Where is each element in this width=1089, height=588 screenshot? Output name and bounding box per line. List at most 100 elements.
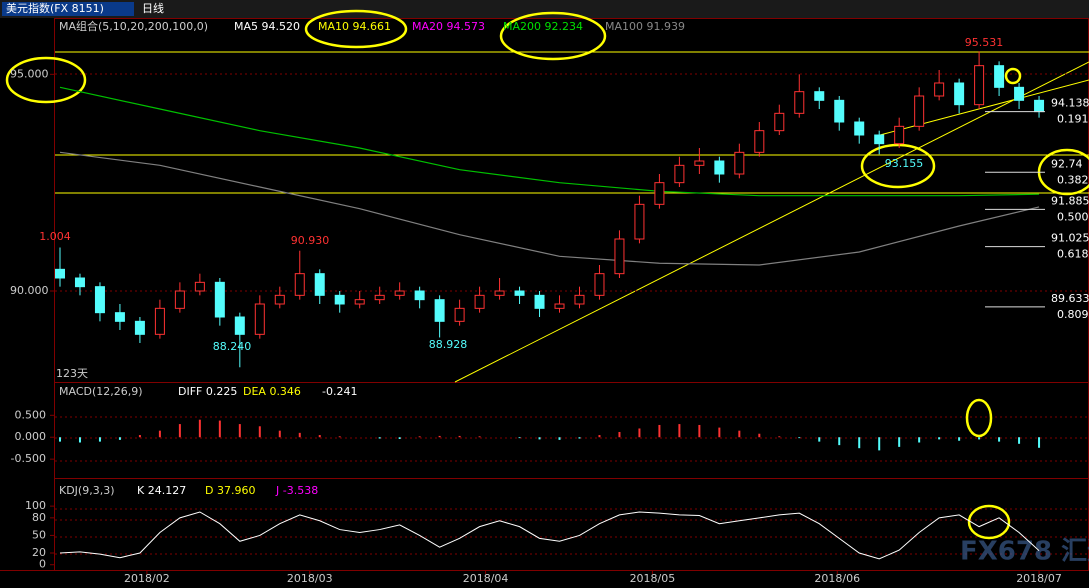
y-tick-label: -0.500 (11, 452, 46, 465)
legend-ma5: MA5 94.520 (234, 20, 300, 33)
candle-body (654, 182, 665, 205)
x-tick-label: 2018/07 (1016, 572, 1062, 585)
candle-body (854, 121, 865, 136)
candle-body (74, 277, 85, 288)
fib-value: 91.025 (1051, 232, 1089, 245)
candle-body (834, 99, 845, 123)
candle-body (634, 203, 645, 240)
legend-macd-value: -0.241 (322, 385, 357, 398)
y-tick-label: 100 (25, 499, 46, 512)
candle-body (734, 151, 745, 175)
candle-body (914, 95, 925, 127)
y-tick-label: 50 (32, 528, 46, 541)
candle-body (714, 160, 725, 175)
candle-body (674, 164, 685, 184)
y-tick-label: 0.000 (15, 430, 47, 443)
legend-ma-group: MA组合(5,10,20,200,100,0) (59, 19, 208, 33)
candle-body (494, 290, 505, 296)
candle-body (774, 112, 785, 132)
watermark: FX678 汇通网 (960, 537, 1089, 567)
legend-ma100: MA100 91.939 (605, 20, 685, 33)
candle-body (594, 273, 605, 296)
period: 日线 (142, 1, 164, 15)
annotation: 90.930 (291, 234, 330, 247)
legend-ma200: MA200 92.234 (503, 20, 583, 33)
annotation: 88.240 (213, 340, 252, 353)
fib-value: 92.74 (1051, 157, 1083, 170)
legend-diff: DIFF 0.225 (178, 385, 237, 398)
legend-ma10: MA10 94.661 (318, 20, 391, 33)
legend-dea: DEA 0.346 (243, 385, 301, 398)
candle-body (334, 294, 345, 305)
highlight-circles (5, 9, 1089, 540)
x-tick-label: 2018/03 (287, 572, 333, 585)
fib-value: 94.138 (1051, 97, 1089, 110)
candle-body (414, 290, 425, 301)
legend-k: K 24.127 (137, 484, 186, 497)
candle-body (694, 160, 705, 166)
horizontal-lines (55, 51, 1089, 383)
fib-ratio: 0.382 (1057, 173, 1089, 186)
legend-j: J -3.538 (275, 484, 318, 497)
candle-body (174, 290, 185, 309)
candle-body (974, 65, 985, 106)
candle-body (454, 307, 465, 322)
candle-body (1034, 99, 1045, 113)
candle-body (814, 91, 825, 101)
title-bar (0, 0, 1089, 18)
y-tick-label: 80 (32, 511, 46, 524)
fib-value: 91.885 (1051, 194, 1089, 207)
candle-body (254, 303, 265, 335)
kdj-line (59, 511, 1040, 560)
annotation: 123天 (56, 367, 88, 380)
candle-body (614, 238, 625, 275)
grid-dots (55, 73, 1089, 555)
candle-body (354, 299, 365, 305)
candle-body (394, 290, 405, 296)
title: 美元指数(FX 8151) (6, 1, 104, 15)
legend-kdj: KDJ(9,3,3) (59, 484, 115, 497)
candle-body (554, 303, 565, 309)
title-highlight (2, 2, 134, 16)
candle-body (1014, 86, 1025, 101)
candle-body (134, 320, 145, 335)
fib-ratio: 0.809 (1057, 308, 1089, 321)
annotation: 1.004 (39, 230, 71, 243)
candle-body (534, 294, 545, 309)
fib-ratio: 0.191 (1057, 113, 1089, 126)
ma-line (59, 151, 1040, 266)
candle-body (114, 312, 125, 322)
candle-body (794, 91, 805, 114)
candle-body (194, 281, 205, 292)
candle-body (54, 268, 65, 279)
y-tick-label: 95.000 (10, 67, 49, 80)
legend-macd: MACD(12,26,9) (59, 385, 143, 398)
fib-ratio: 0.618 (1057, 248, 1089, 261)
y-tick-label: 90.000 (10, 284, 49, 297)
annotation: 88.928 (429, 338, 468, 351)
fib-ratio: 0.500 (1057, 210, 1089, 223)
fib-value: 89.633 (1051, 292, 1089, 305)
candle-body (234, 316, 245, 335)
y-tick-label: 0.500 (15, 408, 47, 421)
candle-body (434, 299, 445, 322)
candle-body (314, 273, 325, 296)
candle-body (874, 134, 885, 145)
candle-body (754, 130, 765, 153)
legend-d: D 37.960 (205, 484, 255, 497)
candle-body (994, 65, 1005, 88)
candle-body (154, 307, 165, 335)
candle-body (214, 281, 225, 318)
x-tick-label: 2018/05 (630, 572, 676, 585)
candle-body (94, 286, 105, 314)
candle-body (474, 294, 485, 309)
x-tick-label: 2018/06 (814, 572, 860, 585)
candle-body (294, 273, 305, 296)
ma-line (59, 86, 1040, 197)
x-tick-label: 2018/02 (124, 572, 170, 585)
y-tick-label: 20 (32, 546, 46, 559)
legend-ma20: MA20 94.573 (412, 20, 485, 33)
legends: MA组合(5,10,20,200,100,0) MA5 94.520 MA10 … (59, 19, 685, 497)
candle-body (374, 294, 385, 301)
